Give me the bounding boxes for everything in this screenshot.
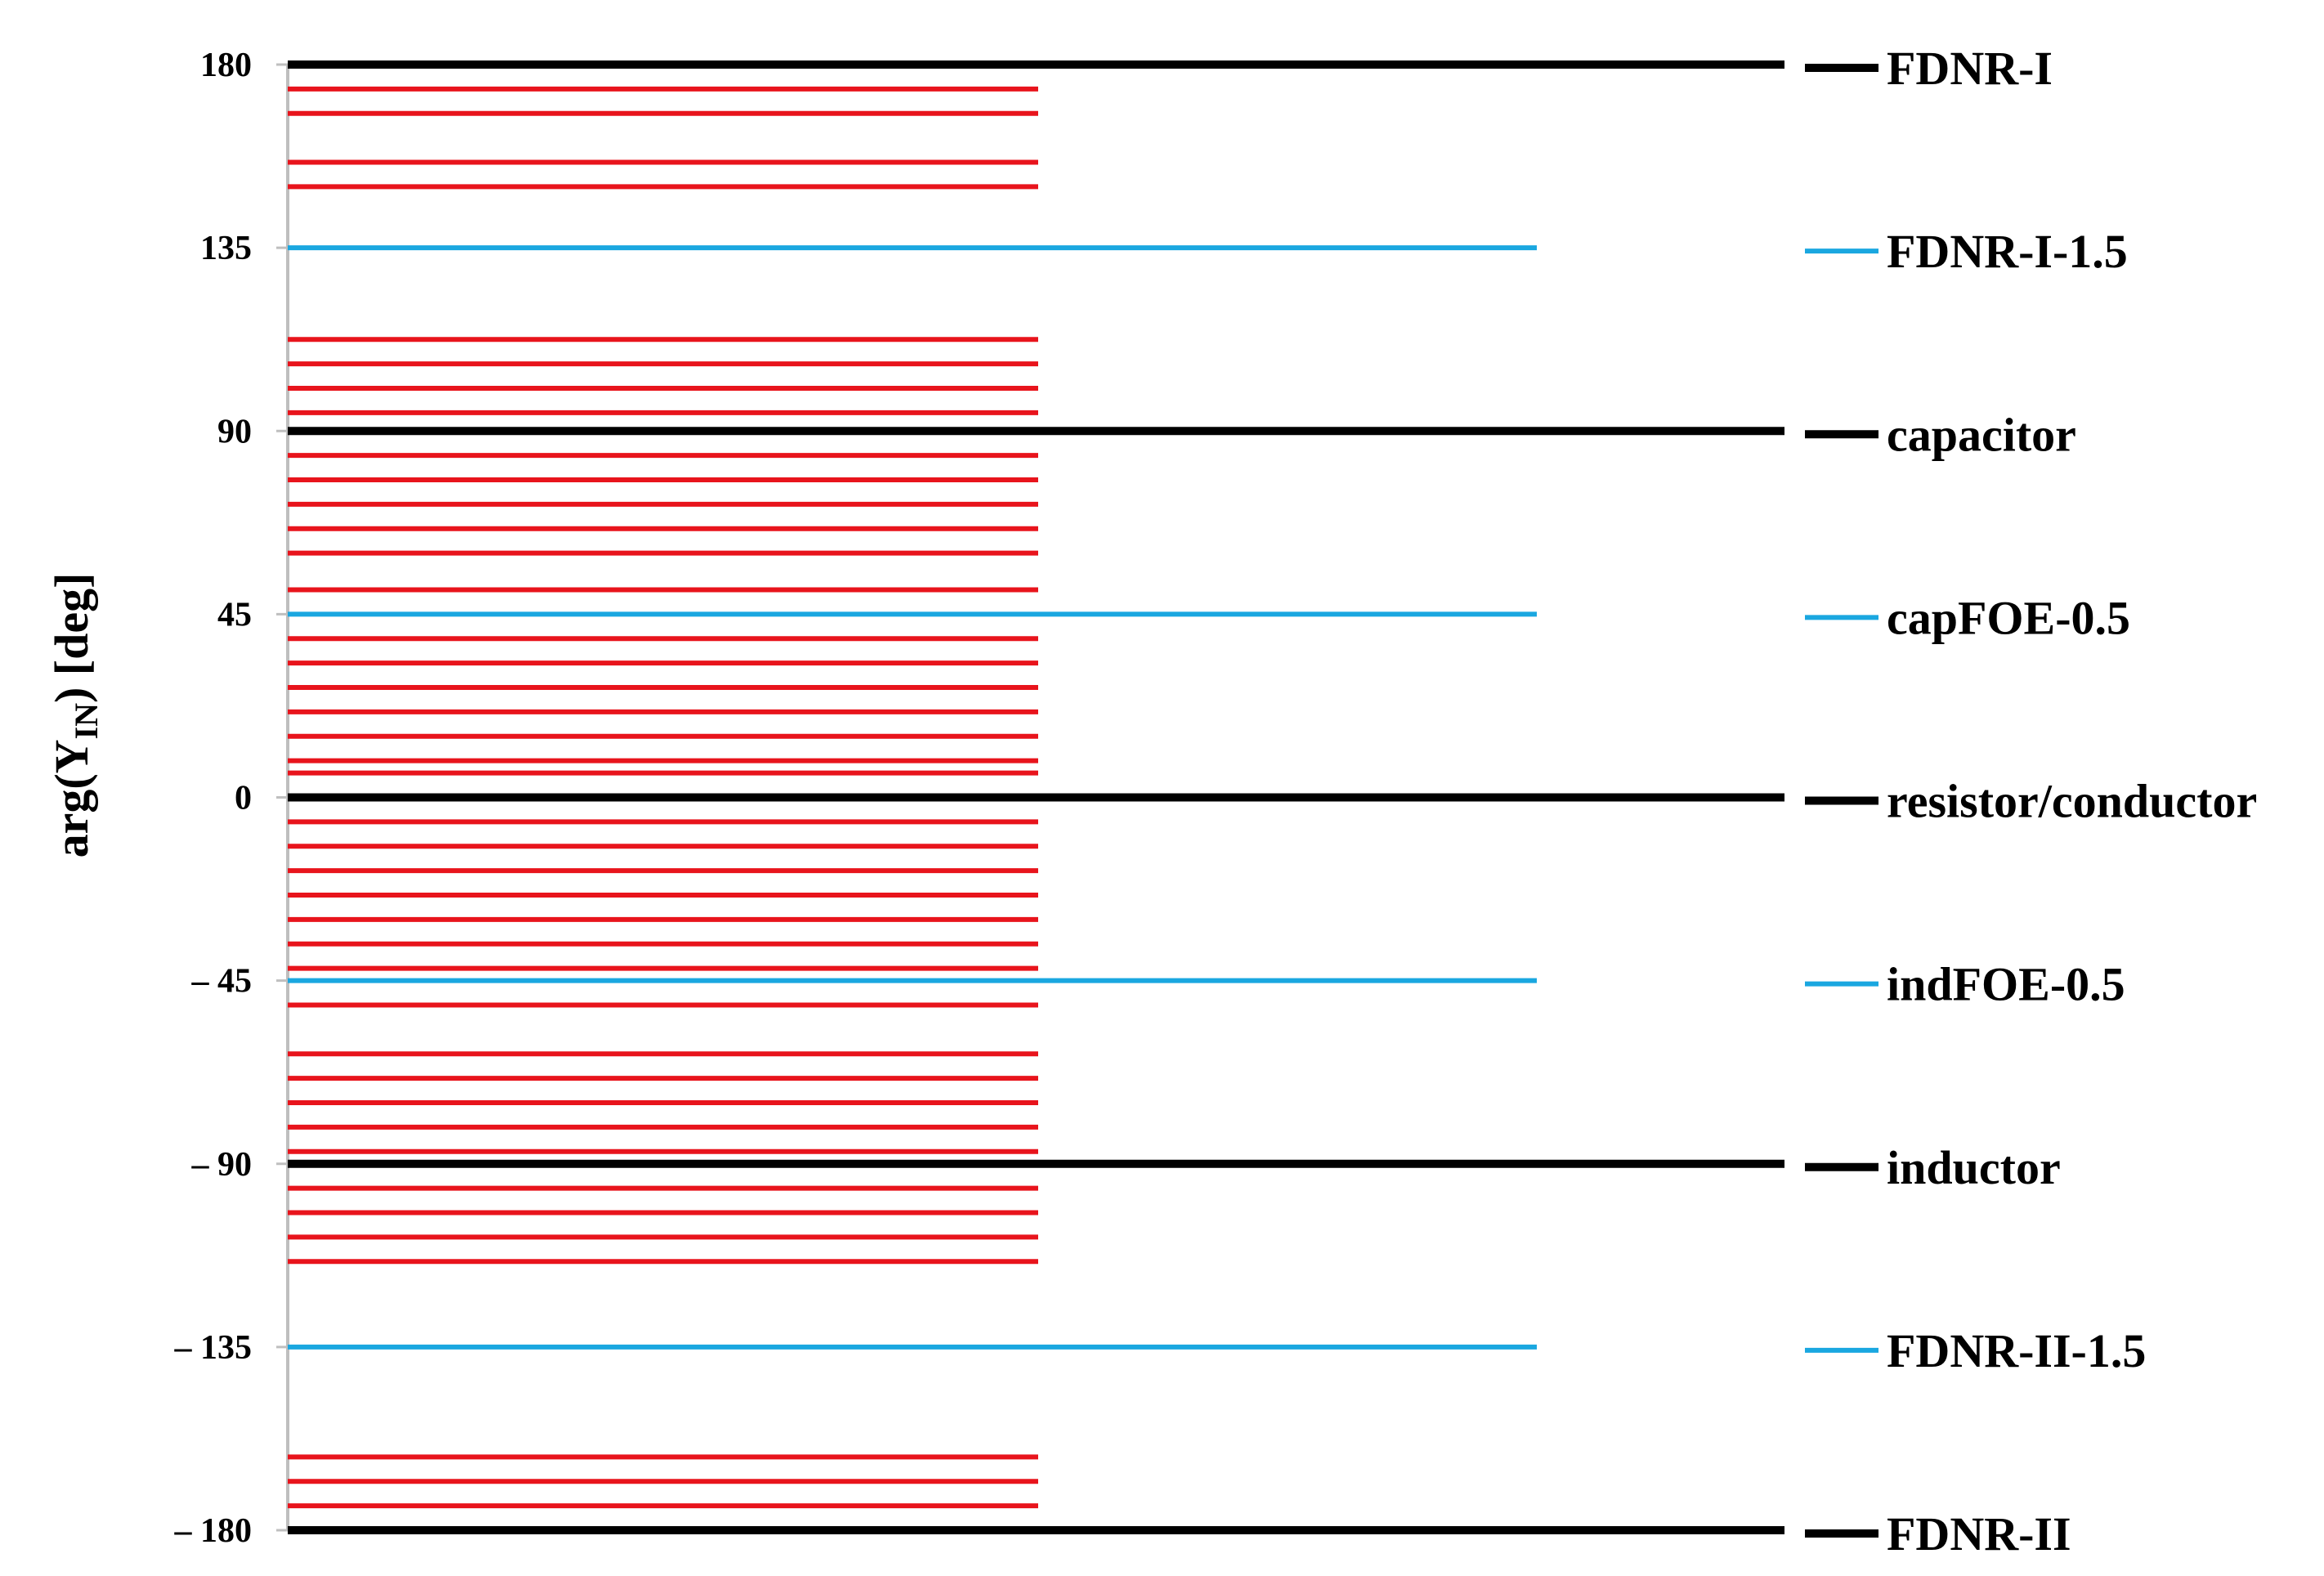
legend: FDNR-I FDNR-I-1.5 capacitor capFOE-0.5 resis… [1805, 42, 2257, 1560]
series-lines [288, 60, 1784, 1534]
y-axis-ticks: 180 135 90 45 0 – 45 – 90 – 135 – 180 [174, 47, 288, 1550]
y-tick-label: 0 [235, 780, 252, 817]
legend-label-resistor-conductor: resistor/conductor [1887, 775, 2257, 828]
y-tick-label: – 90 [191, 1146, 253, 1184]
y-tick-label: – 45 [191, 963, 253, 1001]
y-tick-label: 135 [200, 230, 252, 267]
y-axis-label-subscript: IN [68, 703, 105, 740]
y-tick-label: 90 [217, 413, 252, 450]
y-axis-label-tail: ) [deg] [45, 573, 98, 703]
y-tick-label: 45 [217, 596, 252, 634]
legend-label-fdnr-i-1-5: FDNR-I-1.5 [1887, 225, 2128, 278]
y-axis-label-main: arg(Y [45, 739, 98, 857]
legend-label-indfoe-0-5: indFOE-0.5 [1887, 958, 2125, 1011]
legend-label-fdnr-ii-1-5: FDNR-II-1.5 [1887, 1324, 2146, 1377]
legend-label-fdnr-i: FDNR-I [1887, 42, 2053, 95]
legend-label-fdnr-ii: FDNR-II [1887, 1507, 2071, 1560]
y-tick-label: – 180 [174, 1512, 253, 1550]
y-tick-label: 180 [200, 47, 252, 84]
legend-label-capacitor: capacitor [1887, 408, 2076, 461]
legend-label-inductor: inductor [1887, 1141, 2061, 1194]
y-tick-label: – 135 [174, 1329, 253, 1367]
other-order-lines [288, 86, 1038, 1533]
legend-label-capfoe-0-5: capFOE-0.5 [1887, 591, 2130, 644]
y-axis-label: arg(YIN) [deg] [45, 573, 105, 858]
